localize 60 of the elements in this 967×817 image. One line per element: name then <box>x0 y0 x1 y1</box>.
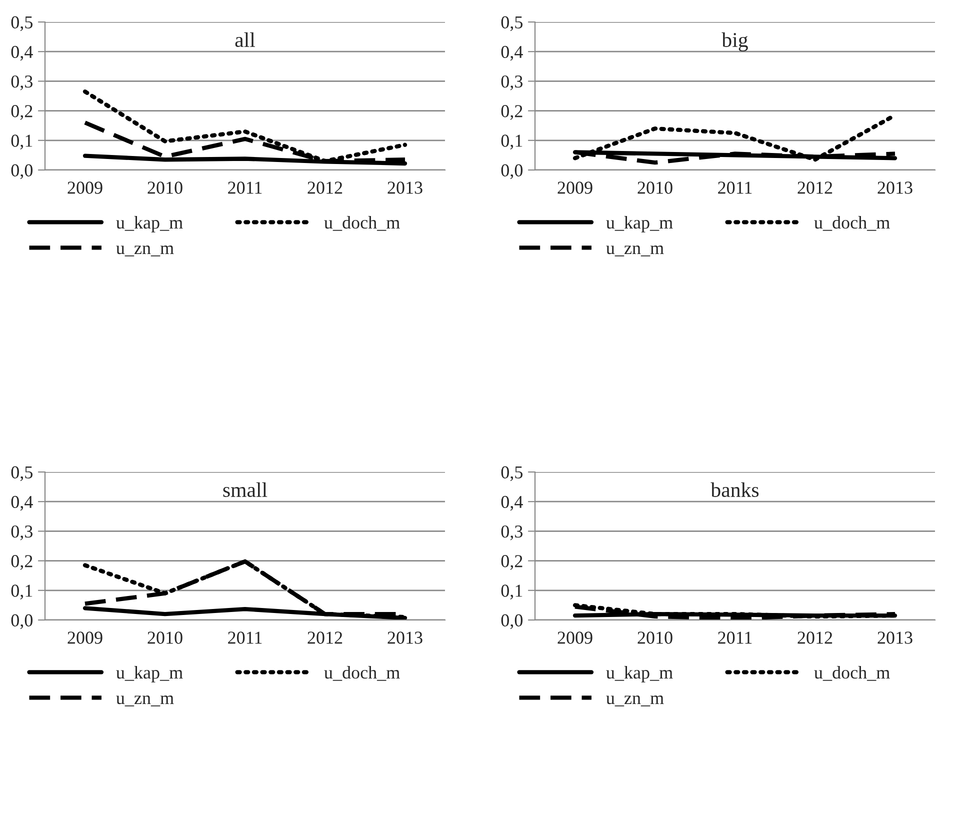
y-tick-label: 0,5 <box>11 16 32 32</box>
x-tick-label: 2009 <box>68 632 102 644</box>
x-tick-label: 2010 <box>638 632 672 644</box>
x-tick-label: 2010 <box>148 182 182 194</box>
chart-title: banks <box>710 482 759 498</box>
y-tick-label: 0,5 <box>501 16 522 32</box>
y-tick-label: 0,5 <box>11 466 32 482</box>
y-tick-label: 0,3 <box>11 75 32 90</box>
legend-label: u_zn_m <box>606 695 664 706</box>
legend-label: u_kap_m <box>116 666 183 682</box>
legend-label: u_doch_m <box>814 666 890 681</box>
y-tick-label: 0,2 <box>501 105 522 120</box>
y-tick-label: 0,4 <box>11 496 33 511</box>
y-tick-label: 0,5 <box>501 466 522 482</box>
legend-label: u_zn_m <box>606 245 664 256</box>
x-tick-label: 2012 <box>798 632 832 644</box>
x-tick-label: 2011 <box>228 182 262 194</box>
legend-label: u_zn_m <box>116 695 174 706</box>
x-tick-label: 2012 <box>308 182 342 194</box>
legend-label: u_kap_m <box>116 216 183 232</box>
y-tick-label: 0,0 <box>11 614 33 630</box>
x-tick-label: 2012 <box>308 632 342 644</box>
y-tick-label: 0,1 <box>501 584 522 600</box>
y-tick-label: 0,2 <box>501 555 522 570</box>
y-tick-label: 0,0 <box>501 164 523 180</box>
y-tick-label: 0,3 <box>501 525 522 540</box>
y-tick-label: 0,0 <box>11 164 33 180</box>
legend-label: u_doch_m <box>814 216 890 231</box>
x-tick-label: 2013 <box>388 632 422 644</box>
y-tick-label: 0,0 <box>501 614 523 630</box>
chart-title: big <box>722 32 748 52</box>
legend-label: u_kap_m <box>606 216 673 232</box>
chart-title: small <box>223 482 268 498</box>
x-tick-label: 2013 <box>388 182 422 194</box>
x-tick-label: 2012 <box>798 182 832 194</box>
y-tick-label: 0,2 <box>11 555 32 570</box>
x-tick-label: 2011 <box>718 632 752 644</box>
x-tick-label: 2009 <box>558 632 592 644</box>
x-tick-label: 2009 <box>558 182 592 194</box>
legend-label: u_zn_m <box>116 245 174 256</box>
chart-title: all <box>235 32 255 48</box>
x-tick-label: 2010 <box>638 182 672 194</box>
y-tick-label: 0,4 <box>11 46 33 61</box>
y-tick-label: 0,1 <box>11 584 32 600</box>
x-tick-label: 2013 <box>878 182 912 194</box>
y-tick-label: 0,4 <box>501 46 523 61</box>
x-tick-label: 2010 <box>148 632 182 644</box>
y-tick-label: 0,2 <box>11 105 32 120</box>
legend-label: u_kap_m <box>606 666 673 682</box>
x-tick-label: 2011 <box>718 182 752 194</box>
y-tick-label: 0,1 <box>501 134 522 150</box>
x-tick-label: 2011 <box>228 632 262 644</box>
y-tick-label: 0,1 <box>11 134 32 150</box>
legend-label: u_doch_m <box>324 666 400 681</box>
x-tick-label: 2009 <box>68 182 102 194</box>
y-tick-label: 0,4 <box>501 496 523 511</box>
legend-label: u_doch_m <box>324 216 400 231</box>
y-tick-label: 0,3 <box>501 75 522 90</box>
y-tick-label: 0,3 <box>11 525 32 540</box>
x-tick-label: 2013 <box>878 632 912 644</box>
